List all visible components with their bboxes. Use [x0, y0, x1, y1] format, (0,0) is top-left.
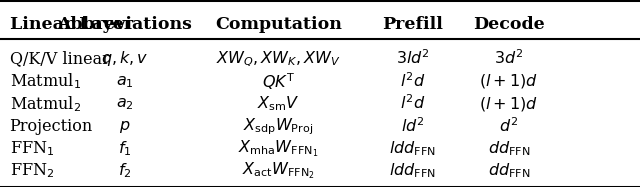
Text: Linear Layer: Linear Layer — [10, 16, 132, 33]
Text: $ld^2$: $ld^2$ — [401, 117, 425, 136]
Text: $l^2d$: $l^2d$ — [400, 72, 426, 91]
Text: Abbreviations: Abbreviations — [58, 16, 192, 33]
Text: Projection: Projection — [10, 118, 93, 135]
Text: FFN$_2$: FFN$_2$ — [10, 162, 54, 180]
Text: $l^2d$: $l^2d$ — [400, 94, 426, 113]
Text: $ldd_{\mathrm{FFN}}$: $ldd_{\mathrm{FFN}}$ — [389, 139, 436, 158]
Text: $ldd_{\mathrm{FFN}}$: $ldd_{\mathrm{FFN}}$ — [389, 162, 436, 180]
Text: $f_2$: $f_2$ — [118, 162, 132, 180]
Text: $X_{\mathrm{sdp}}W_{\mathrm{Proj}}$: $X_{\mathrm{sdp}}W_{\mathrm{Proj}}$ — [243, 116, 314, 137]
Text: $X_{\mathrm{act}}W_{\mathrm{FFN}_2}$: $X_{\mathrm{act}}W_{\mathrm{FFN}_2}$ — [242, 161, 315, 181]
Text: Decode: Decode — [473, 16, 545, 33]
Text: $(l+1)d$: $(l+1)d$ — [479, 72, 538, 90]
Text: $a_2$: $a_2$ — [116, 95, 134, 112]
Text: Computation: Computation — [215, 16, 342, 33]
Text: $dd_{\mathrm{FFN}}$: $dd_{\mathrm{FFN}}$ — [488, 162, 530, 180]
Text: $(l+1)d$: $(l+1)d$ — [479, 95, 538, 113]
Text: $d^2$: $d^2$ — [499, 117, 518, 136]
Text: $a_1$: $a_1$ — [116, 73, 134, 90]
Text: $X_{\mathrm{sm}}V$: $X_{\mathrm{sm}}V$ — [257, 94, 300, 113]
Text: Matmul$_1$: Matmul$_1$ — [10, 71, 81, 91]
Text: FFN$_1$: FFN$_1$ — [10, 139, 54, 158]
Text: $XW_Q, XW_K, XW_V$: $XW_Q, XW_K, XW_V$ — [216, 49, 340, 69]
Text: $3d^2$: $3d^2$ — [494, 50, 524, 68]
Text: Matmul$_2$: Matmul$_2$ — [10, 94, 81, 114]
Text: $X_{\mathrm{mha}}W_{\mathrm{FFN}_1}$: $X_{\mathrm{mha}}W_{\mathrm{FFN}_1}$ — [238, 138, 319, 159]
Text: $QK^{\mathrm{T}}$: $QK^{\mathrm{T}}$ — [262, 71, 295, 92]
Text: Prefill: Prefill — [382, 16, 444, 33]
Text: $dd_{\mathrm{FFN}}$: $dd_{\mathrm{FFN}}$ — [488, 139, 530, 158]
Text: $3ld^2$: $3ld^2$ — [396, 50, 429, 68]
Text: Q/K/V linear: Q/K/V linear — [10, 50, 109, 67]
Text: $f_1$: $f_1$ — [118, 139, 132, 158]
Text: $p$: $p$ — [119, 118, 131, 135]
Text: $q, k, v$: $q, k, v$ — [101, 49, 148, 68]
